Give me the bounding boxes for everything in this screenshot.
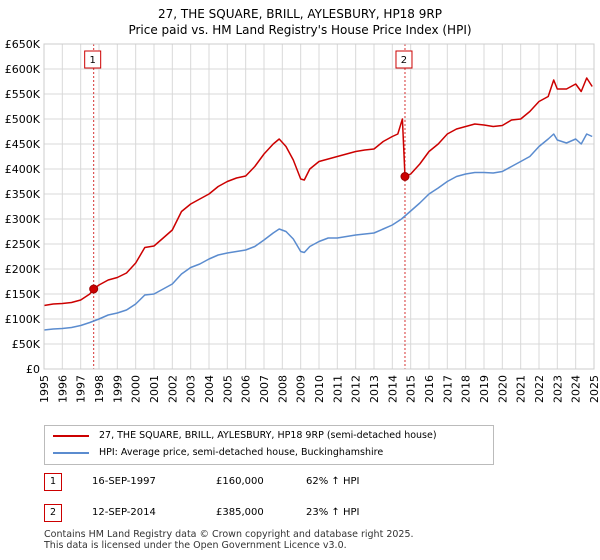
chart-title: 27, THE SQUARE, BRILL, AYLESBURY, HP18 9… (0, 6, 600, 38)
property-price-line (43, 77, 593, 307)
legend-item-property: 27, THE SQUARE, BRILL, AYLESBURY, HP18 9… (53, 428, 437, 444)
x-tick-label: 1995 (38, 375, 51, 403)
x-tick-label: 2018 (460, 375, 473, 403)
x-tick-label: 2010 (313, 375, 326, 403)
legend-label-hpi: HPI: Average price, semi-detached house,… (99, 447, 384, 458)
y-tick-label: £600K (5, 63, 41, 76)
x-tick-label: 2013 (368, 375, 381, 403)
x-tick-label: 2023 (551, 375, 564, 403)
transaction-marker: 2 (44, 504, 62, 522)
x-tick-label: 2021 (515, 375, 528, 403)
transaction-price: £385,000 (216, 507, 264, 518)
title-line-2: Price paid vs. HM Land Registry's House … (128, 23, 472, 37)
legend-item-hpi: HPI: Average price, semi-detached house,… (53, 445, 383, 461)
y-tick-label: £250K (5, 238, 41, 251)
x-tick-label: 1997 (75, 375, 88, 403)
y-tick-label: £200K (5, 263, 41, 276)
legend-label-property: 27, THE SQUARE, BRILL, AYLESBURY, HP18 9… (99, 430, 437, 441)
legend-swatch-property (53, 434, 89, 437)
y-tick-label: £450K (5, 138, 41, 151)
y-tick-label: £550K (5, 88, 41, 101)
transaction-date: 12-SEP-2014 (92, 507, 156, 518)
sale-label: 2 (401, 55, 407, 66)
transaction-date: 16-SEP-1997 (92, 476, 156, 487)
x-tick-label: 2001 (148, 375, 161, 403)
x-tick-label: 2005 (221, 375, 234, 403)
y-tick-label: £650K (5, 38, 41, 51)
x-tick-label: 1998 (93, 375, 106, 403)
sale-point (89, 284, 99, 294)
x-tick-label: 2025 (588, 375, 600, 403)
hpi-line (43, 133, 593, 331)
sale-label-box (84, 50, 102, 69)
sale-label: 1 (89, 55, 95, 66)
title-line-1: 27, THE SQUARE, BRILL, AYLESBURY, HP18 9… (158, 7, 442, 21)
x-tick-label: 2003 (185, 375, 198, 403)
footer: Contains HM Land Registry data © Crown c… (44, 529, 414, 551)
x-tick-label: 2011 (331, 375, 344, 403)
legend: 27, THE SQUARE, BRILL, AYLESBURY, HP18 9… (44, 425, 494, 465)
x-tick-label: 2004 (203, 375, 216, 403)
y-tick-label: £350K (5, 188, 41, 201)
transaction-hpi: 62% ↑ HPI (306, 476, 360, 487)
y-tick-label: £150K (5, 288, 41, 301)
y-tick-label: £300K (5, 213, 41, 226)
footer-line-1: Contains HM Land Registry data © Crown c… (44, 529, 414, 540)
transaction-hpi: 23% ↑ HPI (306, 507, 360, 518)
x-tick-label: 2017 (441, 375, 454, 403)
y-tick-label: £100K (5, 313, 41, 326)
y-tick-label: £50K (12, 338, 41, 351)
x-tick-label: 2015 (405, 375, 418, 403)
transaction-marker: 1 (44, 473, 62, 491)
sale-label-box (395, 50, 413, 69)
x-tick-label: 2014 (386, 375, 399, 403)
x-tick-label: 2022 (533, 375, 546, 403)
x-tick-label: 1999 (111, 375, 124, 403)
x-tick-label: 2024 (570, 375, 583, 403)
x-tick-label: 2009 (295, 375, 308, 403)
x-tick-label: 2007 (258, 375, 271, 403)
x-tick-label: 2008 (276, 375, 289, 403)
sale-point (400, 172, 410, 181)
legend-swatch-hpi (53, 451, 89, 454)
x-tick-label: 2012 (350, 375, 363, 403)
x-tick-label: 2002 (166, 375, 179, 403)
y-tick-label: £400K (5, 163, 41, 176)
y-tick-label: £0 (26, 363, 40, 376)
y-tick-label: £500K (5, 113, 41, 126)
price-chart: £0 £50K £100K £150K £200K £250K £300K £350K £400… (5, 38, 600, 403)
x-tick-label: 1996 (56, 375, 69, 403)
x-tick-label: 2016 (423, 375, 436, 403)
x-tick-label: 2020 (496, 375, 509, 403)
transaction-price: £160,000 (216, 476, 264, 487)
x-tick-label: 2006 (240, 375, 253, 403)
x-tick-label: 2019 (478, 375, 491, 403)
footer-line-2: This data is licensed under the Open Gov… (44, 540, 347, 551)
plot-frame (43, 43, 595, 370)
x-tick-label: 2000 (130, 375, 143, 403)
